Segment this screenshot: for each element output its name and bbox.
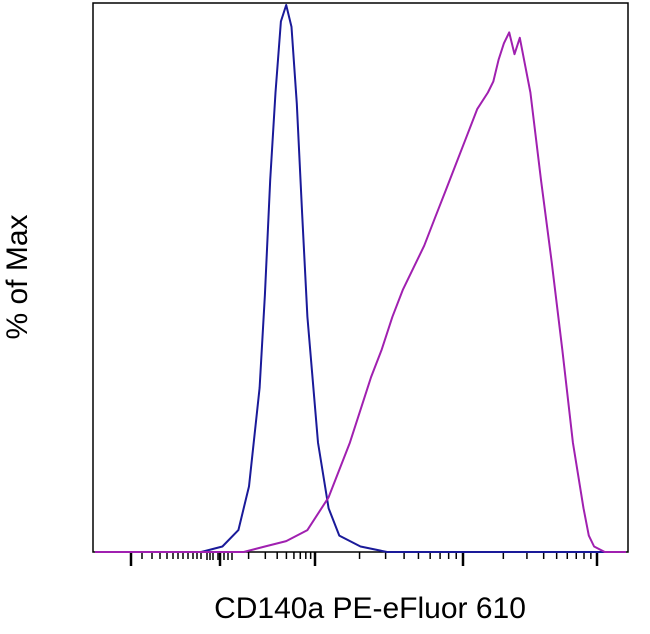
y-axis-title: % of Max (1, 214, 34, 339)
x-axis-ticks (129, 552, 599, 566)
plot-frame (92, 2, 629, 553)
series-layer (95, 4, 626, 553)
x-axis-title: CD140a PE-eFluor 610 (214, 592, 526, 625)
series-line-1 (95, 4, 626, 553)
series-line-2 (95, 31, 626, 553)
